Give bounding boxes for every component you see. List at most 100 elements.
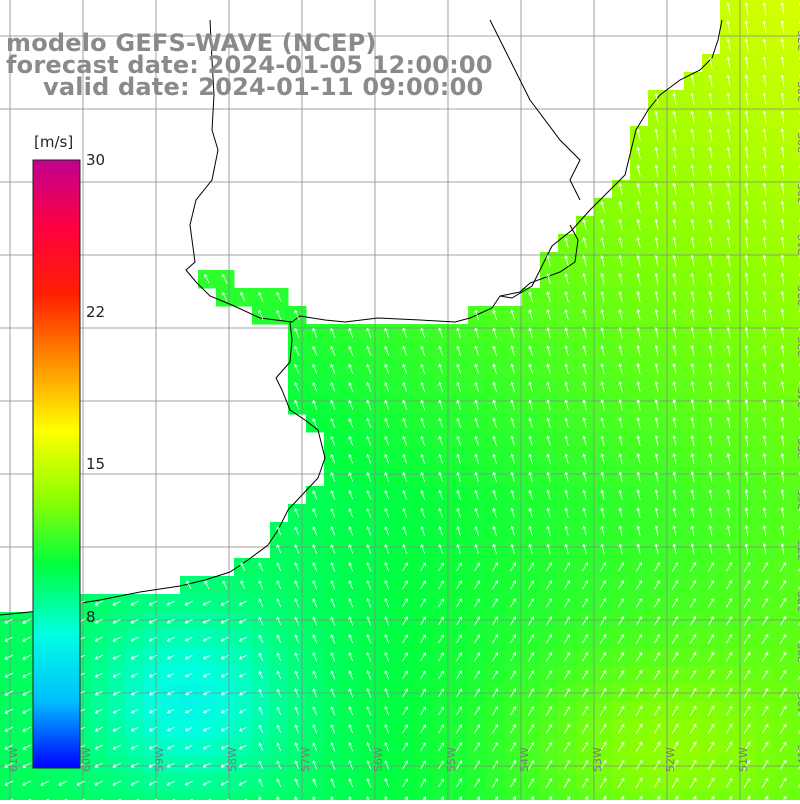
field-cell — [792, 540, 800, 559]
wind-arrow — [689, 777, 697, 789]
wind-arrow — [492, 634, 499, 644]
wind-arrow — [474, 435, 479, 446]
wind-arrow — [312, 507, 318, 518]
wind-arrow — [726, 56, 731, 69]
wind-arrow — [456, 471, 461, 482]
wind-arrow — [599, 705, 607, 716]
wind-arrow — [582, 363, 587, 375]
wind-arrow — [202, 726, 211, 732]
wind-arrow — [707, 561, 715, 572]
wind-arrow — [654, 326, 659, 339]
wind-arrow — [474, 562, 480, 572]
wind-arrow — [366, 543, 372, 554]
wind-arrow — [4, 690, 14, 696]
wind-arrow — [582, 435, 587, 447]
wind-arrow — [22, 762, 32, 768]
wind-arrow — [762, 452, 767, 465]
wind-arrow — [707, 705, 715, 716]
field-cell — [792, 414, 800, 433]
wind-arrow — [510, 399, 515, 411]
wind-arrow — [618, 363, 623, 375]
wind-arrow — [708, 326, 713, 339]
longitude-label: 57W — [299, 747, 312, 772]
wind-arrow — [438, 453, 443, 464]
wind-arrow — [744, 290, 749, 303]
wind-arrow — [220, 780, 229, 786]
wind-arrow — [510, 381, 515, 393]
wind-arrow — [564, 345, 569, 357]
wind-arrow — [166, 600, 176, 606]
wind-arrow — [689, 669, 697, 680]
wind-arrow — [528, 507, 533, 518]
wind-arrow — [725, 597, 733, 608]
wind-arrow — [420, 363, 426, 374]
wind-arrow — [312, 616, 318, 626]
wind-arrow — [384, 777, 390, 788]
wind-arrow — [797, 585, 800, 590]
field-cell — [792, 774, 800, 793]
wind-arrow — [545, 723, 553, 734]
wind-arrow — [348, 507, 354, 518]
wind-arrow — [456, 598, 462, 608]
wind-arrow — [743, 615, 751, 626]
wind-arrow — [636, 345, 641, 357]
wind-arrow — [366, 705, 372, 716]
wind-arrow — [726, 344, 731, 357]
wind-arrow — [744, 128, 749, 141]
wind-arrow — [797, 603, 800, 608]
wind-arrow — [22, 726, 32, 732]
wind-arrow — [148, 708, 157, 714]
field-cell — [774, 792, 793, 804]
wind-arrow — [762, 236, 767, 249]
wind-arrow — [780, 110, 785, 123]
wind-arrow — [797, 693, 800, 698]
wind-arrow — [798, 2, 800, 6]
wind-arrow — [348, 669, 354, 680]
wind-arrow — [94, 726, 103, 732]
field-cell — [198, 792, 217, 804]
wind-arrow — [690, 489, 695, 501]
wind-arrow — [582, 218, 587, 231]
field-cell — [36, 792, 55, 804]
wind-arrow — [294, 363, 300, 374]
field-cell — [576, 792, 595, 804]
wind-arrow — [510, 345, 515, 357]
wind-arrow — [420, 381, 426, 392]
wind-arrow — [384, 723, 390, 734]
field-cell — [792, 630, 800, 649]
wind-arrow — [708, 146, 713, 159]
wind-arrow — [671, 723, 679, 735]
wind-arrow — [22, 618, 32, 624]
wind-arrow — [780, 74, 785, 88]
wind-arrow — [402, 399, 408, 410]
wind-arrow — [402, 507, 407, 518]
wind-arrow — [743, 579, 751, 590]
wind-arrow — [276, 634, 282, 644]
wind-arrow — [402, 634, 408, 644]
wind-arrow — [185, 708, 193, 714]
wind-arrow — [148, 636, 157, 642]
wind-arrow — [618, 308, 623, 321]
wind-arrow — [330, 759, 336, 770]
wind-arrow — [312, 543, 318, 554]
wind-arrow — [708, 344, 713, 357]
wind-arrow — [545, 759, 553, 770]
wind-arrow — [474, 471, 479, 482]
colorbar-tick-30: 30 — [86, 151, 106, 169]
wind-arrow — [726, 543, 731, 555]
field-cell — [792, 0, 800, 19]
wind-arrow — [474, 760, 480, 770]
wind-arrow — [545, 652, 553, 662]
wind-arrow — [112, 726, 121, 732]
wind-arrow — [636, 164, 641, 177]
wind-arrow — [600, 272, 605, 285]
wind-arrow — [618, 381, 623, 393]
wind-arrow — [564, 417, 569, 429]
wind-arrow — [438, 471, 443, 482]
wind-arrow — [546, 507, 551, 518]
wind-arrow — [492, 616, 499, 626]
wind-arrow — [420, 543, 425, 554]
wind-arrow — [474, 688, 480, 698]
wind-arrow — [798, 308, 800, 313]
wind-arrow — [384, 435, 390, 446]
